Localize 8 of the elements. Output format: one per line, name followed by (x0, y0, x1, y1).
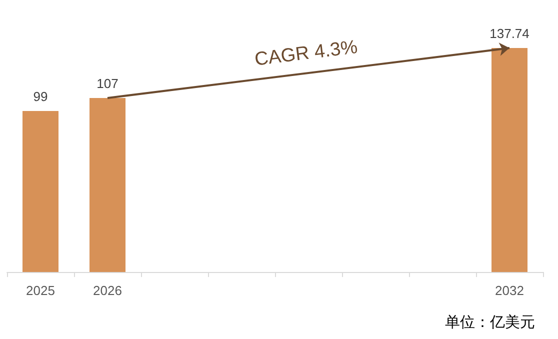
data-label: 137.74 (490, 26, 530, 41)
text: 单位：亿美元 (445, 314, 535, 331)
x-tick-label: 2026 (93, 283, 122, 298)
data-label: 107 (96, 76, 118, 91)
x-tick-label: 2025 (26, 283, 55, 298)
data-label: 99 (33, 89, 48, 104)
x-tick-label: 2032 (495, 283, 524, 298)
annotation: CAGR 4.3% (253, 36, 359, 70)
